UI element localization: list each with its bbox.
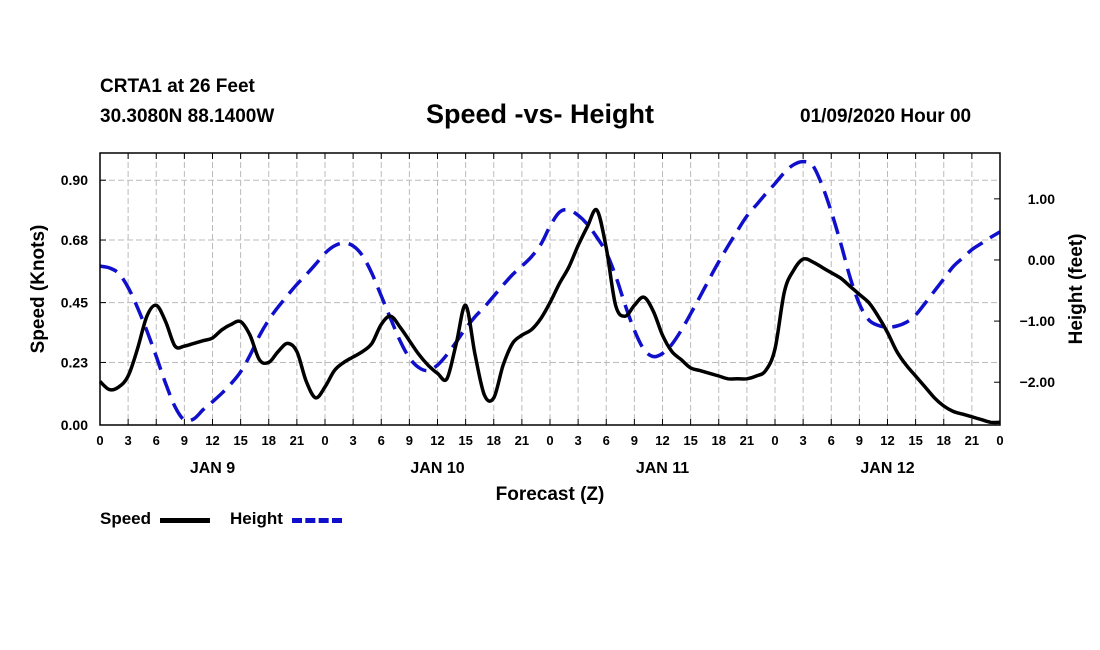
chart-title: Speed -vs- Height <box>426 99 655 129</box>
grid <box>100 153 1000 425</box>
y-left-tick-label: 0.45 <box>61 295 88 311</box>
x-tick-label: 3 <box>575 433 582 448</box>
coordinates-label: 30.3080N 88.1400W <box>100 106 275 127</box>
y-right-axis-title: Height (feet) <box>1066 234 1087 345</box>
legend-height: Height <box>230 509 342 529</box>
height-series-line <box>99 159 1001 423</box>
y-right-tick-label: 0.00 <box>1028 252 1055 268</box>
x-tick-label: 9 <box>631 433 638 448</box>
y-left-tick-label: 0.00 <box>61 417 88 433</box>
x-tick-label: 0 <box>96 433 103 448</box>
x-tick-label: 0 <box>546 433 553 448</box>
legend-height-swatch <box>292 518 342 523</box>
x-tick-label: 3 <box>800 433 807 448</box>
x-tick-label: 6 <box>603 433 610 448</box>
y-right-tick-label: −1.00 <box>1020 313 1056 329</box>
x-tick-label: 9 <box>406 433 413 448</box>
y-left-tick-label: 0.23 <box>61 354 88 370</box>
x-tick-label: 21 <box>965 433 979 448</box>
x-tick-label: 0 <box>771 433 778 448</box>
axis-labels: 0 3 6 9 12 15 18 21 0 3 6 9 12 15 18 21 0 3 6 9 12 15 18 21 0 3 6 9… <box>28 172 1087 505</box>
x-tick-label: 15 <box>233 433 247 448</box>
forecast-date-label: 01/09/2020 Hour 00 <box>800 106 972 127</box>
x-tick-label: 15 <box>683 433 697 448</box>
y-right-tick-label: 1.00 <box>1028 191 1055 207</box>
x-tick-label: 21 <box>515 433 529 448</box>
x-tick-label: 18 <box>487 433 501 448</box>
legend-speed: Speed <box>100 509 210 529</box>
x-tick-label: 15 <box>908 433 922 448</box>
station-label: CRTA1 at 26 Feet <box>100 76 255 97</box>
legend-speed-swatch <box>160 518 210 523</box>
speed-series-line <box>98 207 1001 425</box>
x-tick-label: 9 <box>856 433 863 448</box>
x-tick-label: 0 <box>996 433 1003 448</box>
y-right-tick-label: −2.00 <box>1020 374 1056 390</box>
x-tick-label: 18 <box>262 433 276 448</box>
day-label: JAN 12 <box>860 460 914 477</box>
axes <box>99 152 1001 426</box>
x-tick-label: 12 <box>205 433 219 448</box>
x-tick-label: 3 <box>125 433 132 448</box>
x-tick-label: 3 <box>350 433 357 448</box>
x-tick-label: 6 <box>153 433 160 448</box>
x-tick-label: 6 <box>378 433 385 448</box>
y-left-tick-label: 0.90 <box>61 172 88 188</box>
x-tick-label: 21 <box>290 433 304 448</box>
x-tick-label: 6 <box>828 433 835 448</box>
plot-frame <box>99 152 1001 426</box>
day-label: JAN 9 <box>190 460 235 477</box>
x-tick-label: 12 <box>880 433 894 448</box>
legend-speed-label: Speed <box>100 509 152 528</box>
x-tick-label: 18 <box>937 433 951 448</box>
x-tick-label: 12 <box>430 433 444 448</box>
legend-height-label: Height <box>230 509 283 528</box>
day-label: JAN 11 <box>636 460 689 477</box>
y-left-tick-label: 0.68 <box>61 232 88 248</box>
series-layer <box>98 159 1001 425</box>
y-left-axis-title: Speed (Knots) <box>28 225 49 354</box>
x-tick-label: 15 <box>458 433 472 448</box>
x-tick-label: 12 <box>655 433 669 448</box>
day-label: JAN 10 <box>410 460 464 477</box>
x-tick-label: 9 <box>181 433 188 448</box>
x-tick-label: 21 <box>740 433 754 448</box>
x-tick-label: 18 <box>712 433 726 448</box>
x-axis-title: Forecast (Z) <box>496 484 605 505</box>
x-tick-label: 0 <box>321 433 328 448</box>
